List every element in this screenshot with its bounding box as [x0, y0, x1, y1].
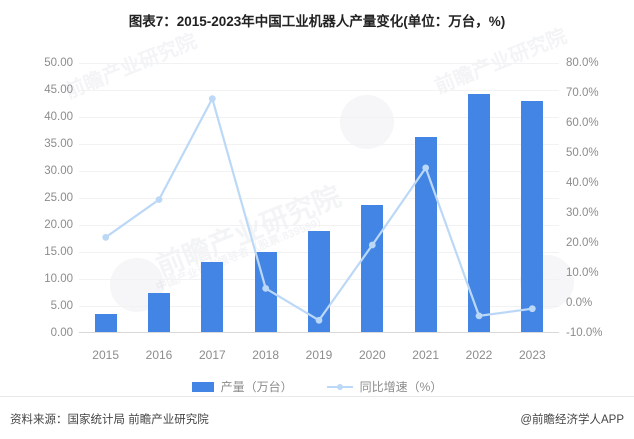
y-axis-right-tick: 50.0%: [566, 147, 599, 159]
gridline: [79, 198, 559, 199]
chart-footer: 资料来源：国家统计局 前瞻产业研究院 @前瞻经济学人APP: [0, 396, 634, 439]
y-axis-right-tick: -10.0%: [566, 327, 603, 339]
legend-item-line[interactable]: 同比增速（%）: [326, 378, 443, 395]
gridline: [79, 117, 559, 118]
line-point-2017[interactable]: [208, 95, 216, 102]
legend-line-swatch-icon: [326, 382, 353, 392]
y-axis-right-tick: 60.0%: [566, 117, 599, 129]
y-axis-left-tick: 50.00: [44, 57, 73, 69]
y-axis-left-tick: 30.00: [44, 165, 73, 177]
growth-line-path: [104, 97, 534, 322]
gridline: [79, 225, 559, 226]
line-point-2020[interactable]: [368, 241, 376, 249]
y-axis-left-tick: 25.00: [44, 192, 73, 204]
chart-legend: 产量（万台） 同比增速（%）: [0, 378, 634, 395]
x-axis-label-2020: 2020: [358, 348, 386, 362]
line-point-2022[interactable]: [475, 312, 483, 320]
bar-2023[interactable]: [521, 101, 544, 332]
legend-bar-swatch-icon: [191, 381, 214, 392]
y-axis-right-tick: 30.0%: [566, 207, 599, 219]
chart-title: 图表7：2015-2023年中国工业机器人产量变化(单位：万台，%): [128, 14, 506, 29]
line-point-2019[interactable]: [315, 316, 323, 324]
line-series: [102, 95, 536, 324]
x-axis-label-2018: 2018: [252, 348, 279, 362]
y-axis-right-tick: 10.0%: [566, 267, 599, 279]
gridline: [79, 171, 559, 172]
x-axis-label-2019: 2019: [305, 348, 333, 362]
bar-2017[interactable]: [201, 261, 224, 332]
bar-2019[interactable]: [308, 231, 330, 332]
x-axis-labels: 2015 2016 2017 2018 2019 2020 2021 2022 2023: [0, 348, 634, 366]
bar-series: [0, 45, 634, 345]
footer-brand-text: @前瞻经济学人APP: [520, 414, 624, 426]
gridline: [79, 90, 559, 91]
y-axis-left-tick: 0.00: [50, 327, 73, 339]
x-axis-baseline: [79, 332, 559, 333]
legend-line-label: 同比增速（%）: [359, 380, 443, 394]
line-point-2023[interactable]: [528, 305, 536, 313]
bar-2016[interactable]: [148, 293, 170, 332]
y-axis-right-tick: 0.0%: [566, 297, 593, 309]
x-axis-label-2016: 2016: [145, 348, 173, 362]
y-axis-left-tick: 40.00: [44, 111, 73, 123]
y-axis-left-tick: 10.00: [44, 273, 73, 285]
y-axis-right-tick: 20.0%: [566, 237, 599, 249]
gridline: [79, 63, 559, 64]
y-axis-right-tick: 40.0%: [566, 177, 599, 189]
y-axis-left-tick: 35.00: [44, 138, 73, 150]
y-axis-right-tick: 70.0%: [566, 87, 599, 99]
plot-area: 50.00 45.00 40.00 35.00 30.00 25.00 20.0…: [0, 45, 634, 345]
footer-source-text: 资料来源：国家统计局 前瞻产业研究院: [10, 414, 209, 426]
y-axis-left-tick: 5.00: [50, 300, 73, 312]
x-axis-label-2015: 2015: [92, 348, 119, 362]
bar-2015[interactable]: [94, 314, 117, 332]
legend-item-bar[interactable]: 产量（万台）: [191, 378, 293, 395]
bar-2022[interactable]: [468, 93, 490, 332]
gridline: [79, 144, 559, 145]
y-axis-left-tick: 20.00: [44, 219, 73, 231]
legend-bar-label: 产量（万台）: [220, 380, 293, 394]
x-axis-label-2023: 2023: [518, 348, 546, 362]
x-axis-label-2021: 2021: [412, 348, 439, 362]
x-axis-label-2017: 2017: [198, 348, 226, 362]
line-point-2021[interactable]: [422, 164, 430, 172]
y-axis-left-tick: 45.00: [44, 84, 73, 96]
line-point-2018[interactable]: [262, 285, 270, 292]
y-axis-left-tick: 15.00: [44, 246, 73, 258]
y-axis-right-tick: 80.0%: [566, 57, 599, 69]
line-point-2016[interactable]: [155, 196, 163, 204]
line-point-2015[interactable]: [102, 233, 110, 241]
x-axis-label-2022: 2022: [465, 348, 493, 362]
